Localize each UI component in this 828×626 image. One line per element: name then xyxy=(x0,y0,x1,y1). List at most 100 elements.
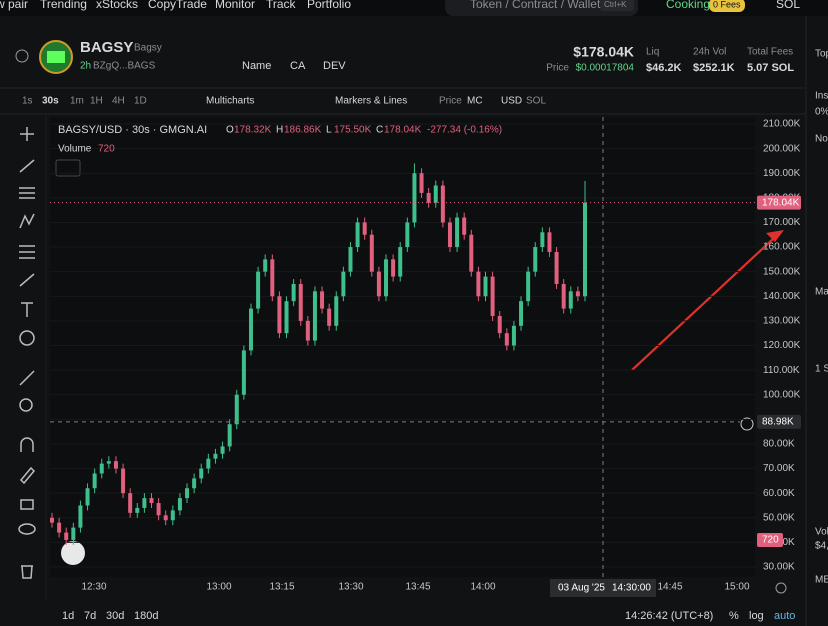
y-tick-label: 190.00K xyxy=(763,168,801,179)
nav-link[interactable]: Portfolio xyxy=(307,0,351,11)
nav-link[interactable]: Track xyxy=(266,0,297,11)
ohlc-value: 186.86K xyxy=(284,125,322,136)
side-panel-text: Ins xyxy=(815,91,828,102)
y-tick-label: 60.00K xyxy=(763,488,795,499)
sol-toggle[interactable]: SOL xyxy=(526,96,546,107)
token-link[interactable]: CA xyxy=(290,60,306,72)
candle-body xyxy=(135,507,140,513)
nav-link[interactable]: Trending xyxy=(40,0,87,11)
candle-body xyxy=(99,463,104,474)
candle-body xyxy=(170,510,175,521)
candle-body xyxy=(462,217,467,235)
lock-draw-tool[interactable] xyxy=(19,466,36,485)
y-tick-label: 160.00K xyxy=(763,242,801,253)
y-tick-label: 130.00K xyxy=(763,316,801,327)
volume-badge xyxy=(757,533,783,547)
nav-link[interactable]: w pair xyxy=(0,0,28,11)
candle-body xyxy=(213,453,218,459)
nav-link[interactable]: CopyTrade xyxy=(148,0,207,11)
range-button[interactable]: 30d xyxy=(106,610,124,622)
candle-body xyxy=(469,234,474,272)
candle-body xyxy=(177,498,182,511)
price-change: -277.34 (-0.16%) xyxy=(427,125,502,136)
interval-button[interactable]: 1D xyxy=(134,96,147,107)
token-age: 2h xyxy=(80,61,91,72)
interval-button[interactable]: 30s xyxy=(42,96,59,107)
candle-body xyxy=(568,291,573,309)
stat-label: 24h Vol xyxy=(693,47,726,58)
ruler-tool[interactable] xyxy=(19,370,35,386)
auto-toggle[interactable]: auto xyxy=(774,610,795,622)
magnet-tool[interactable] xyxy=(20,437,34,452)
stat-value: $46.2K xyxy=(646,62,682,74)
markers-button[interactable]: Markers & Lines xyxy=(335,96,407,107)
zoom-tool[interactable] xyxy=(19,398,33,412)
y-tick-label: 30.00K xyxy=(763,562,795,573)
range-button[interactable]: 7d xyxy=(84,610,96,622)
fees-badge-text: 0 Fees xyxy=(713,0,741,9)
settings-icon[interactable] xyxy=(775,582,787,594)
candle-body xyxy=(156,503,161,516)
cursor-date-badge xyxy=(550,579,656,597)
search-placeholder[interactable]: Token / Contract / Wallet xyxy=(470,0,601,11)
percent-toggle[interactable]: % xyxy=(729,610,739,622)
ohlc-key: C xyxy=(376,125,383,136)
y-tick-label: 120.00K xyxy=(763,340,801,351)
interval-button[interactable]: 1m xyxy=(70,96,84,107)
candle-body xyxy=(149,498,154,504)
x-tick-label: 15:00 xyxy=(724,582,749,593)
crosshair-tool[interactable] xyxy=(20,127,34,141)
currency-select[interactable]: SOL xyxy=(776,0,800,11)
stat-value: 5.07 SOL xyxy=(747,62,794,74)
x-tick-label: 14:00 xyxy=(470,582,495,593)
usd-toggle[interactable]: USD xyxy=(501,96,522,107)
token-logo-art xyxy=(47,51,65,63)
brush-tool[interactable] xyxy=(19,273,35,287)
side-panel-text: 0% xyxy=(815,107,828,118)
delete-tool[interactable] xyxy=(21,565,33,579)
x-tick-label: 14:45 xyxy=(657,582,682,593)
nav-link[interactable]: Monitor xyxy=(215,0,255,11)
visibility-tool[interactable] xyxy=(18,523,36,535)
interval-button[interactable]: 1H xyxy=(90,96,103,107)
candle-body xyxy=(369,234,374,272)
pattern-tool[interactable] xyxy=(19,213,35,229)
lock-tool[interactable] xyxy=(20,499,34,510)
multicharts-button[interactable]: Multicharts xyxy=(206,96,254,107)
shortcut-badge xyxy=(600,0,634,11)
star-icon[interactable] xyxy=(15,49,29,63)
token-name: BAGSY xyxy=(80,39,133,56)
x-tick-label: 13:00 xyxy=(206,582,231,593)
candle-body xyxy=(270,259,275,297)
mc-toggle[interactable]: MC xyxy=(467,96,483,107)
interval-button[interactable]: 4H xyxy=(112,96,125,107)
candle-body xyxy=(426,192,431,203)
candle-body xyxy=(106,461,111,464)
collapse-button[interactable] xyxy=(55,159,81,177)
range-button[interactable]: 180d xyxy=(134,610,158,622)
emoji-tool[interactable] xyxy=(19,330,35,346)
nav-link[interactable]: xStocks xyxy=(96,0,138,11)
cursor-date: 03 Aug '25 xyxy=(558,583,605,594)
candle-body xyxy=(447,222,452,248)
ohlc-key: L xyxy=(326,125,332,136)
token-link[interactable]: Name xyxy=(242,60,271,72)
last-price-badge xyxy=(757,195,801,210)
log-toggle[interactable]: log xyxy=(749,610,764,622)
fib-tool[interactable] xyxy=(19,187,35,199)
add-level-button[interactable] xyxy=(740,417,754,431)
text-tool[interactable] xyxy=(21,302,33,317)
search-box[interactable] xyxy=(445,0,638,16)
line-tool[interactable] xyxy=(19,159,35,173)
token-link[interactable]: DEV xyxy=(323,60,346,72)
candle-body xyxy=(540,232,545,248)
projection-tool[interactable] xyxy=(19,245,35,259)
price-toggle[interactable]: Price xyxy=(439,96,462,107)
range-button[interactable]: 1d xyxy=(62,610,74,622)
cooking-link[interactable]: Cooking xyxy=(666,0,710,11)
interval-button[interactable]: 1s xyxy=(22,96,33,107)
fees-badge xyxy=(709,0,745,12)
clock: 14:26:42 (UTC+8) xyxy=(625,610,713,622)
